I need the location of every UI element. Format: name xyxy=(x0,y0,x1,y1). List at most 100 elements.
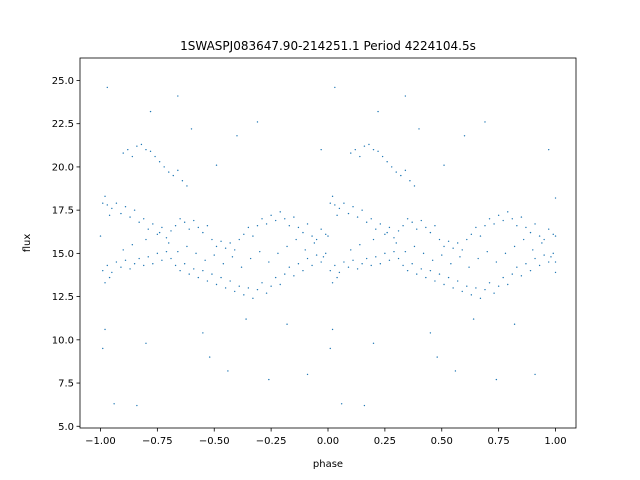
data-point xyxy=(115,261,118,263)
data-point xyxy=(497,285,500,287)
data-point xyxy=(104,282,106,284)
data-point xyxy=(493,223,495,225)
data-point xyxy=(393,237,395,239)
data-point xyxy=(268,261,270,263)
data-point xyxy=(441,254,443,256)
data-point xyxy=(406,269,409,272)
x-tick-label: 0.75 xyxy=(488,436,510,447)
data-point xyxy=(434,280,436,282)
data-point xyxy=(143,218,145,220)
data-point xyxy=(188,273,190,275)
data-point xyxy=(168,242,170,244)
data-point xyxy=(459,256,461,258)
data-point xyxy=(256,225,259,227)
data-point xyxy=(274,276,277,279)
data-point xyxy=(370,218,372,220)
data-point xyxy=(354,148,356,151)
data-point xyxy=(174,264,177,267)
data-point xyxy=(202,231,204,234)
data-point xyxy=(224,287,227,289)
data-point xyxy=(297,226,300,229)
data-point xyxy=(177,95,179,97)
data-point xyxy=(484,225,486,227)
data-point xyxy=(331,282,334,284)
data-point xyxy=(470,233,473,236)
data-point xyxy=(554,271,557,274)
data-point xyxy=(372,342,375,344)
data-point xyxy=(265,292,268,294)
data-point xyxy=(356,216,359,218)
data-point xyxy=(193,268,195,270)
data-point xyxy=(529,269,532,272)
data-point xyxy=(404,250,407,253)
data-point xyxy=(554,261,557,263)
data-point xyxy=(140,143,143,146)
y-tick-label: 17.5 xyxy=(52,206,74,217)
data-point xyxy=(211,238,213,241)
data-point xyxy=(193,219,195,222)
data-point xyxy=(379,263,382,265)
data-point xyxy=(174,225,177,227)
data-point xyxy=(352,205,354,208)
data-point xyxy=(122,152,124,154)
data-point xyxy=(170,230,172,232)
data-point xyxy=(456,280,459,282)
data-point xyxy=(133,209,136,211)
data-point xyxy=(507,211,509,213)
data-point xyxy=(334,86,336,89)
data-point xyxy=(138,221,140,223)
data-point xyxy=(452,247,454,249)
x-axis: −1.00 −0.75 −0.50 −0.25 0.00 0.25 0.50 0.75 1.00 xyxy=(85,428,567,447)
data-point xyxy=(293,216,295,218)
data-point xyxy=(504,252,507,255)
data-point xyxy=(183,263,186,265)
data-point xyxy=(395,171,397,173)
data-point xyxy=(466,238,468,241)
data-point xyxy=(420,219,422,222)
data-point xyxy=(306,223,309,225)
data-point xyxy=(284,218,286,220)
y-tick-label: 22.5 xyxy=(52,119,74,130)
data-point xyxy=(338,207,341,210)
data-point xyxy=(220,276,222,279)
data-point xyxy=(550,256,552,258)
data-point xyxy=(313,242,316,244)
chart-title: 1SWASPJ083647.90-214251.1 Period 4224104… xyxy=(180,39,476,53)
data-point xyxy=(543,238,545,241)
data-point xyxy=(129,216,131,218)
data-point xyxy=(388,226,391,229)
data-point xyxy=(104,328,106,331)
data-point xyxy=(438,238,441,241)
data-point xyxy=(158,161,161,163)
data-point xyxy=(172,174,174,177)
data-point xyxy=(136,404,138,407)
data-point xyxy=(541,242,543,244)
data-point xyxy=(475,226,477,229)
data-point xyxy=(259,250,261,253)
x-tick-label: −0.75 xyxy=(142,436,173,447)
data-point xyxy=(548,261,550,263)
data-point xyxy=(204,259,206,261)
data-point xyxy=(186,245,188,248)
y-axis: 5.0 7.5 10.0 12.5 15.0 17.5 20.0 22.5 25.0 xyxy=(52,76,80,433)
data-point xyxy=(106,264,109,267)
data-point xyxy=(543,254,545,256)
data-point xyxy=(356,268,359,270)
data-point xyxy=(163,166,165,168)
data-point xyxy=(443,283,445,286)
data-point xyxy=(365,221,368,223)
x-tick-label: −1.00 xyxy=(85,436,116,447)
data-point xyxy=(429,231,432,234)
data-point xyxy=(429,332,432,334)
data-point xyxy=(359,244,361,246)
data-point xyxy=(350,152,352,154)
data-point xyxy=(261,218,263,220)
data-point xyxy=(384,233,386,236)
data-point xyxy=(102,347,104,350)
y-tick-label: 10.0 xyxy=(52,335,74,346)
data-point xyxy=(493,292,495,294)
data-point xyxy=(124,259,127,261)
data-point xyxy=(497,214,500,217)
data-point xyxy=(552,233,554,236)
data-point xyxy=(409,180,411,182)
